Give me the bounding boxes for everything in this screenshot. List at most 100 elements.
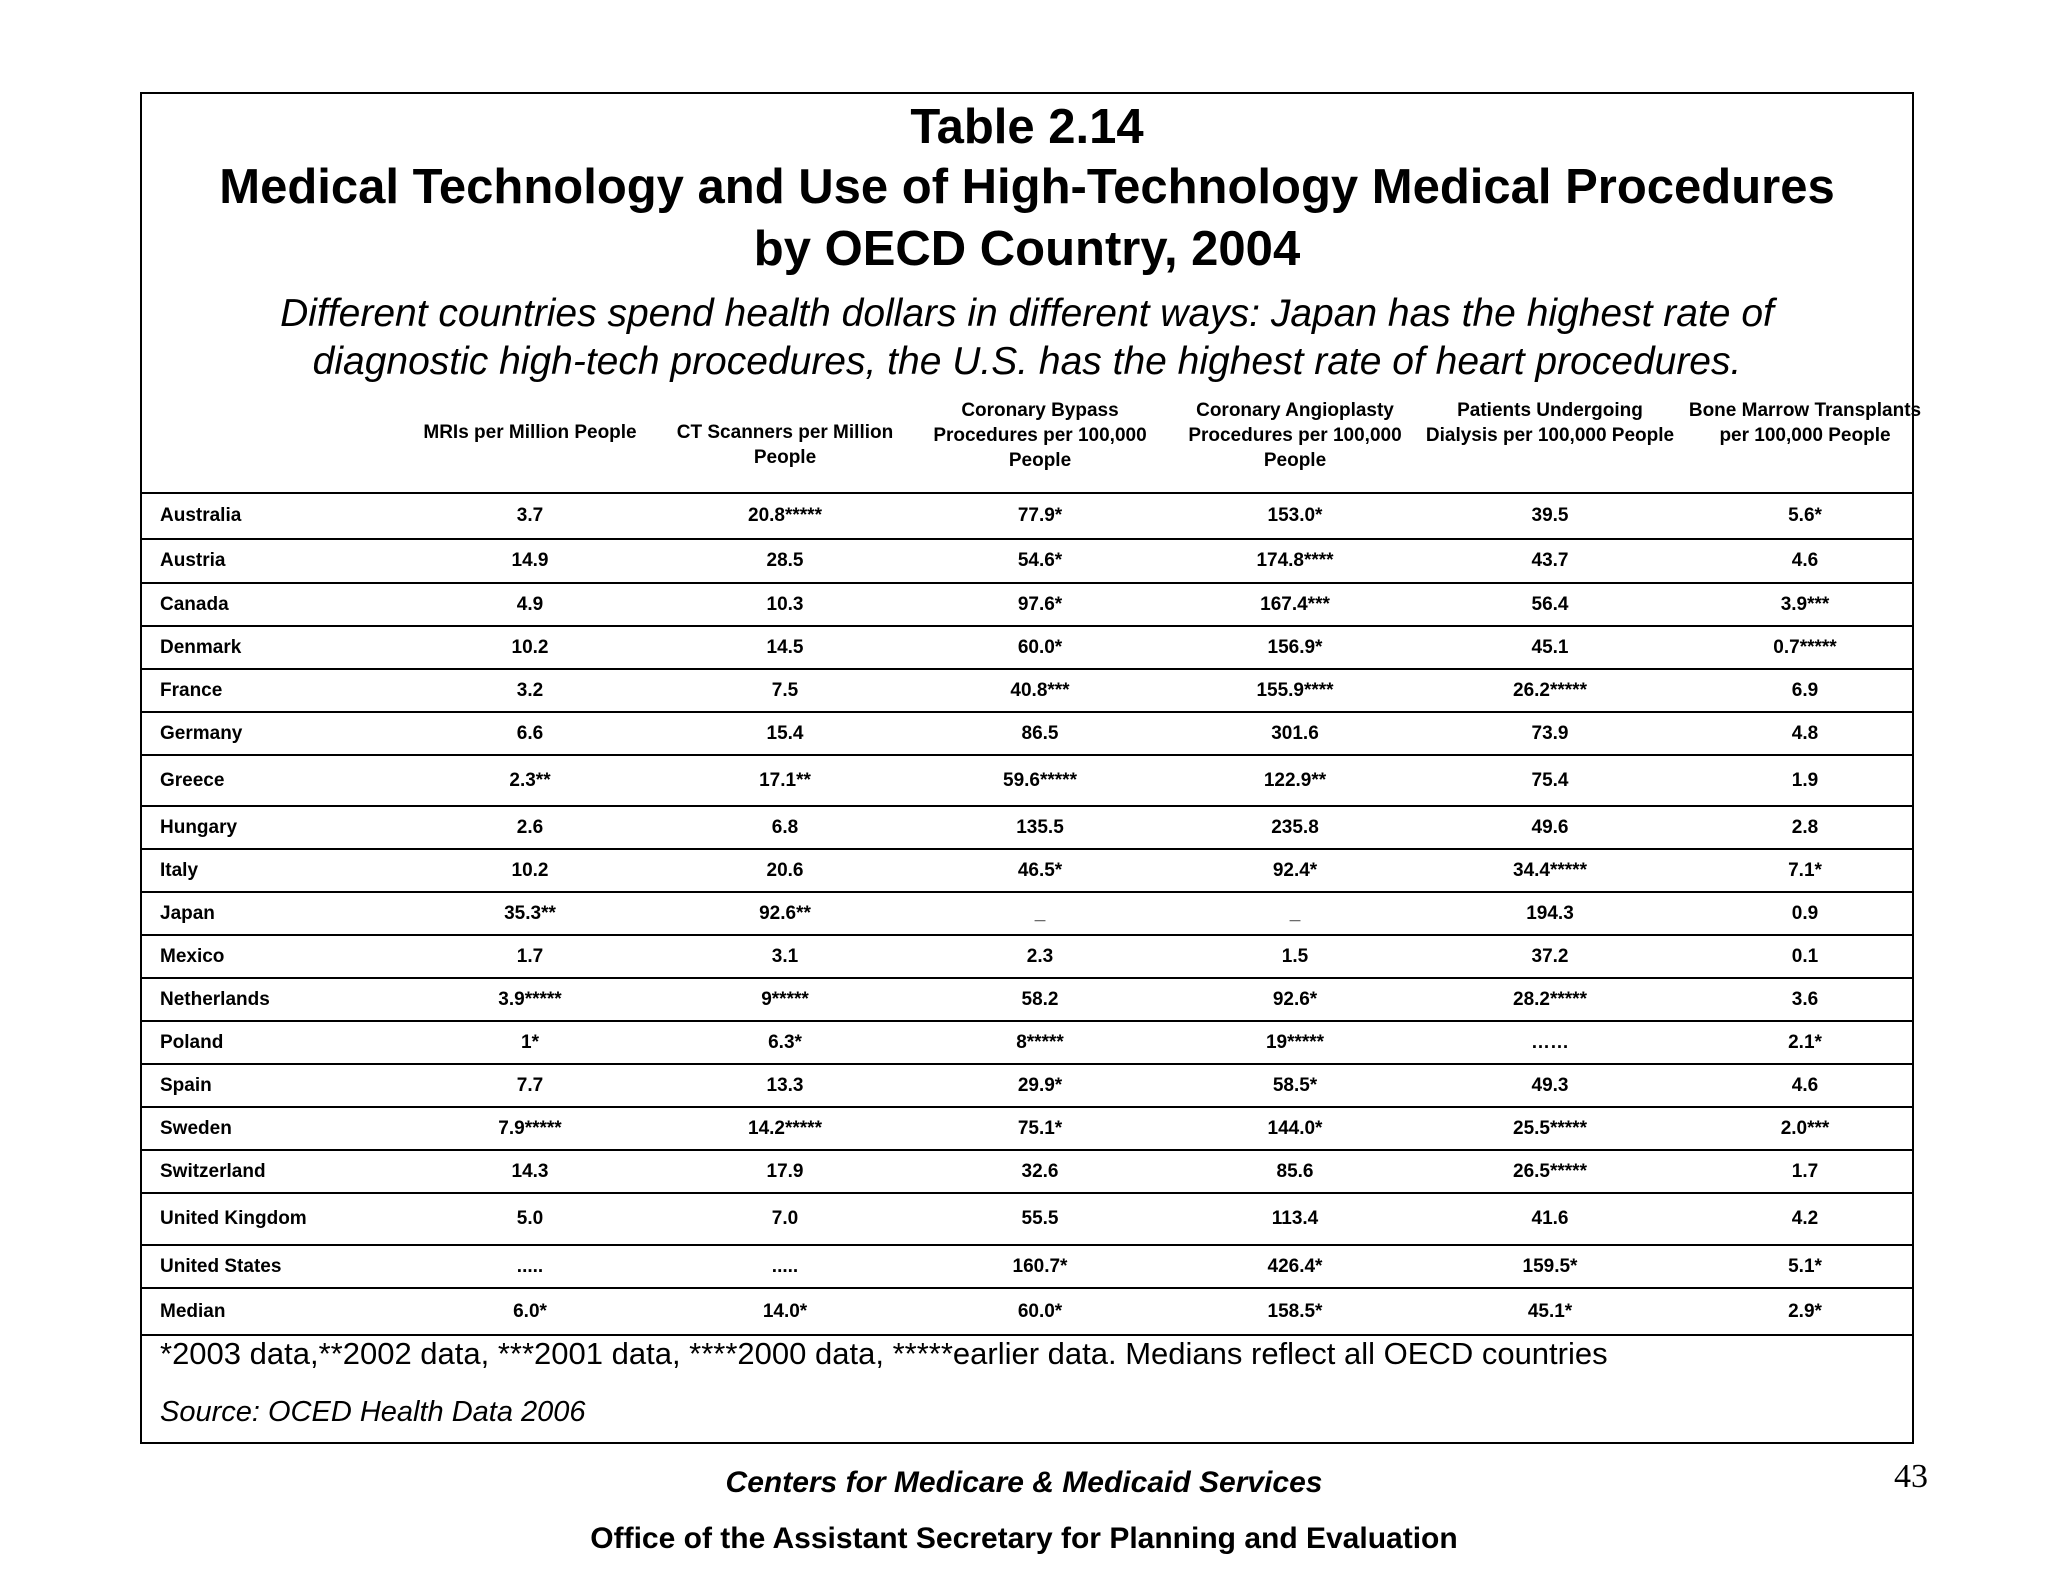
column-header-bypass: Coronary Bypass Procedures per 100,000 P… (933, 400, 1147, 471)
value-cell: 55.5 (1021, 1208, 1059, 1229)
country-cell: Australia (160, 505, 242, 526)
value-cell: 2.0*** (1780, 1117, 1830, 1139)
table-row: Austria 14.9 28.5 54.6* 174.8**** 43.7 4.6 (142, 540, 1912, 584)
value-cell: 2.8 (1791, 816, 1819, 838)
value-cell: 92.6* (1272, 988, 1318, 1010)
country-cell: Greece (160, 769, 225, 791)
table-row: Canada 4.9 10.3 97.6* 167.4*** 56.4 3.9*** (142, 584, 1912, 627)
value-cell: 28.2***** (1513, 988, 1587, 1010)
value-cell: 40.8*** (1010, 679, 1070, 701)
value-cell: 1* (521, 1031, 539, 1053)
country-cell: Switzerland (160, 1160, 266, 1182)
table-title-line1: Medical Technology and Use of High-Techn… (219, 160, 1835, 214)
value-cell: 153.0* (1267, 505, 1323, 526)
value-cell: 6.3* (768, 1031, 802, 1053)
value-cell: 5.0 (516, 1208, 544, 1229)
value-cell: 13.3 (766, 1074, 804, 1096)
value-cell: 160.7* (1012, 1255, 1068, 1277)
country-cell: Japan (160, 902, 215, 924)
table-row: Greece 2.3** 17.1** 59.6***** 122.9** 75.4 1.9 (142, 756, 1912, 807)
value-cell: 2.6 (516, 816, 544, 838)
value-cell: 4.6 (1791, 550, 1819, 571)
country-cell: Netherlands (160, 988, 270, 1010)
value-cell: 75.1* (1017, 1117, 1063, 1139)
country-cell: Hungary (160, 816, 238, 838)
value-cell: 3.6 (1791, 988, 1819, 1010)
country-cell: Austria (160, 550, 226, 571)
value-cell: 45.1* (1527, 1300, 1573, 1322)
value-cell: 49.6 (1531, 816, 1569, 838)
value-cell: 54.6* (1017, 550, 1063, 571)
value-cell: 97.6* (1017, 593, 1063, 615)
value-cell: 32.6 (1021, 1160, 1059, 1182)
value-cell: 20.6 (766, 859, 804, 881)
table-frame: Table 2.14 Medical Technology and Use of… (140, 92, 1921, 1444)
country-cell: Italy (160, 859, 199, 881)
value-cell: 158.5* (1267, 1300, 1323, 1322)
table-number: Table 2.14 (910, 100, 1144, 154)
value-cell: 25.5***** (1513, 1117, 1587, 1139)
value-cell: 34.4***** (1513, 859, 1587, 881)
value-cell: 41.6 (1531, 1208, 1569, 1229)
value-cell: 60.0* (1017, 636, 1063, 658)
value-cell: _ (1289, 902, 1301, 924)
value-cell: 85.6 (1276, 1160, 1314, 1182)
table-row: Median 6.0* 14.0* 60.0* 158.5* 45.1* 2.9* (142, 1289, 1912, 1336)
value-cell: 0.7***** (1773, 636, 1837, 658)
value-cell: 19***** (1265, 1031, 1325, 1053)
value-cell: 156.9* (1267, 636, 1323, 658)
country-cell: Sweden (160, 1117, 232, 1139)
value-cell: 20.8***** (748, 505, 822, 526)
country-cell: France (160, 679, 223, 701)
value-cell: 39.5 (1531, 505, 1569, 526)
value-cell: 2.3 (1026, 945, 1054, 967)
value-cell: 14.3 (511, 1160, 549, 1182)
value-cell: 73.9 (1531, 722, 1569, 744)
value-cell: 46.5* (1017, 859, 1063, 881)
value-cell: 3.2 (516, 679, 544, 701)
country-cell: United Kingdom (160, 1208, 307, 1229)
value-cell: 56.4 (1531, 593, 1569, 615)
value-cell: 3.1 (771, 945, 799, 967)
value-cell: 144.0* (1267, 1117, 1323, 1139)
value-cell: 6.9 (1791, 679, 1819, 701)
value-cell: 3.7 (516, 505, 544, 526)
value-cell: 14.9 (511, 550, 549, 571)
table-row: Spain 7.7 13.3 29.9* 58.5* 49.3 4.6 (142, 1065, 1912, 1108)
table-row: Italy 10.2 20.6 46.5* 92.4* 34.4***** 7.1* (142, 850, 1912, 893)
column-header-mri: MRIs per Million People (423, 422, 637, 443)
value-cell: 1.5 (1281, 945, 1309, 967)
value-cell: 3.9***** (498, 988, 562, 1010)
value-cell: 14.2***** (748, 1117, 822, 1139)
table-row: Poland 1* 6.3* 8***** 19***** …… 2.1* (142, 1022, 1912, 1065)
value-cell: 301.6 (1271, 722, 1319, 744)
value-cell: 7.5 (771, 679, 799, 701)
value-cell: 35.3** (504, 902, 556, 924)
table-row: Australia 3.7 20.8***** 77.9* 153.0* 39.5 5.6* (142, 494, 1912, 540)
table-subtitle: Different countries spend health dollars… (280, 292, 1774, 383)
country-cell: Canada (160, 593, 229, 615)
value-cell: 45.1 (1531, 636, 1569, 658)
value-cell: 5.6* (1788, 505, 1822, 526)
value-cell: 7.0 (771, 1208, 799, 1229)
value-cell: 86.5 (1021, 722, 1059, 744)
column-header-bone-marrow: Bone Marrow Transplants per 100,000 Peop… (1688, 400, 1922, 446)
value-cell: 2.9* (1788, 1300, 1822, 1322)
table-row: Denmark 10.2 14.5 60.0* 156.9* 45.1 0.7***** (142, 627, 1912, 670)
value-cell: 28.5 (766, 550, 804, 571)
country-cell: Germany (160, 722, 243, 744)
country-cell: Spain (160, 1074, 212, 1096)
table-row: Hungary 2.6 6.8 135.5 235.8 49.6 2.8 (142, 807, 1912, 850)
value-cell: 17.1** (759, 769, 811, 791)
value-cell: 26.2***** (1513, 679, 1587, 701)
value-cell: 7.1* (1788, 859, 1822, 881)
value-cell: 92.4* (1272, 859, 1318, 881)
value-cell: 10.2 (511, 636, 549, 658)
value-cell: 174.8**** (1256, 550, 1334, 571)
column-header-dialysis: Patients Undergoing Dialysis per 100,000… (1425, 400, 1675, 446)
value-cell: 1.9 (1791, 769, 1819, 791)
table-row: Mexico 1.7 3.1 2.3 1.5 37.2 0.1 (142, 936, 1912, 979)
value-cell: 167.4*** (1260, 593, 1330, 615)
value-cell: 4.2 (1791, 1208, 1819, 1229)
value-cell: 2.3** (509, 769, 551, 791)
